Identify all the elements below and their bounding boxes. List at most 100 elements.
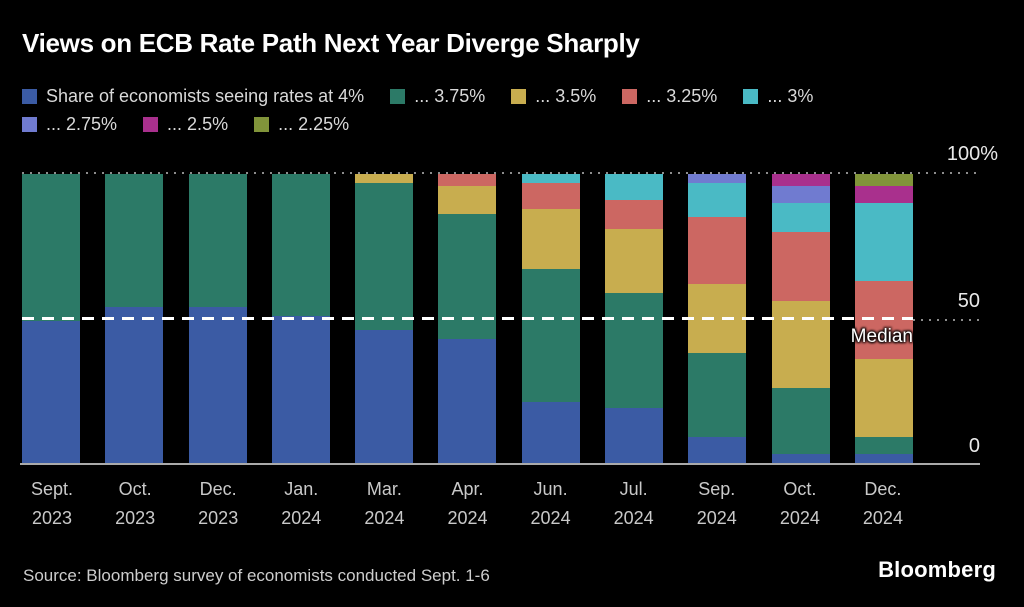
x-axis-label: Dec. 2023 xyxy=(188,475,248,533)
ytick-0: 0 xyxy=(968,435,980,457)
bar-segment xyxy=(854,437,913,455)
bar-segment xyxy=(271,174,330,316)
ytick-50: 50 xyxy=(957,290,980,312)
x-axis-line xyxy=(20,463,980,465)
bar-segment xyxy=(771,301,830,388)
legend-label-3-25pct: ... 3.25% xyxy=(646,86,718,106)
bar-segment xyxy=(521,208,580,270)
stacked-bar-jun-2024 xyxy=(521,174,580,463)
legend-item-3-25pct: ... 3.25% xyxy=(622,86,717,107)
stacked-bar-mar-2024 xyxy=(355,174,414,463)
legend-swatch-3-25pct xyxy=(622,89,638,104)
bar-segment xyxy=(771,202,830,232)
legend-label-3-75pct: ... 3.75% xyxy=(414,86,486,106)
x-axis-label-month: Oct. xyxy=(118,479,152,499)
bar-segment xyxy=(438,185,497,215)
legend-row-1: Share of economists seeing rates at 4% .… xyxy=(22,86,982,107)
x-axis-label-month: Jan. xyxy=(284,479,319,499)
x-axis-label-month: Jul. xyxy=(619,479,648,499)
bar-segment xyxy=(438,214,497,339)
x-axis-label-month: Mar. xyxy=(366,479,402,499)
x-axis-label: Apr. 2024 xyxy=(437,475,497,533)
bar-segment xyxy=(854,359,913,438)
legend-label-3pct: ... 3% xyxy=(767,86,814,106)
bar-segment xyxy=(771,454,830,463)
legend-item-2-25pct: ... 2.25% xyxy=(254,114,349,135)
bar-segment xyxy=(605,292,664,409)
legend-swatch-3-5pct xyxy=(511,89,527,104)
bar-segment xyxy=(271,315,330,463)
bar-segment xyxy=(688,182,747,218)
legend-label-2-25pct: ... 2.25% xyxy=(278,114,350,134)
bar-segment xyxy=(22,174,80,322)
legend-item-3-5pct: ... 3.5% xyxy=(511,86,596,107)
bar-segment xyxy=(688,217,747,284)
bar-segment xyxy=(22,321,80,463)
stacked-bar-jul-2024 xyxy=(605,174,664,463)
x-axis-label: Oct. 2024 xyxy=(770,475,830,533)
x-axis-label-month: Dec. xyxy=(199,479,237,499)
legend-swatch-3pct xyxy=(743,89,759,104)
x-axis-label-year: 2024 xyxy=(281,508,322,528)
legend-swatch-2-25pct xyxy=(254,117,270,132)
bar-segment xyxy=(521,182,580,209)
source-note: Source: Bloomberg survey of economists c… xyxy=(23,566,490,585)
ytick-100: 100% xyxy=(946,143,998,165)
bar-segment xyxy=(771,174,830,186)
stacked-bar-jan-2024 xyxy=(271,174,330,463)
stacked-bar-sep-2024 xyxy=(688,174,747,463)
x-axis-label: Sept. 2023 xyxy=(22,475,82,533)
bar-segment xyxy=(771,387,830,455)
x-axis-label: Mar. 2024 xyxy=(354,475,414,533)
x-axis-label: Jan. 2024 xyxy=(271,475,331,533)
median-line xyxy=(22,317,913,320)
x-axis-label-month: Apr. xyxy=(451,479,484,499)
median-label: Median xyxy=(850,326,913,347)
bar-segment xyxy=(188,306,247,463)
bar-segment xyxy=(355,174,414,183)
x-axis-label-year: 2024 xyxy=(530,508,571,528)
x-axis-label-month: Sep. xyxy=(698,479,736,499)
plot-area xyxy=(22,174,913,463)
x-axis-label: Oct. 2023 xyxy=(105,475,165,533)
bar-segment xyxy=(605,174,664,201)
legend-swatch-2-75pct xyxy=(22,117,37,132)
legend-item-2-5pct: ... 2.5% xyxy=(143,114,228,135)
bar-segment xyxy=(605,228,664,293)
x-axis-label-month: Dec. xyxy=(864,479,902,499)
stacked-bar-oct-2023 xyxy=(105,174,164,463)
bar-segment xyxy=(438,174,497,186)
bar-segment xyxy=(105,174,164,307)
x-axis-label-year: 2024 xyxy=(779,508,820,528)
bar-segment xyxy=(854,174,913,186)
x-axis-label: Dec. 2024 xyxy=(853,475,913,533)
x-axis-labels: Sept. 2023 Oct. 2023 Dec. 2023 Jan. 2024 Mar. 202… xyxy=(22,475,913,533)
x-axis-label-year: 2024 xyxy=(696,508,737,528)
x-axis-label: Jul. 2024 xyxy=(604,475,664,533)
bar-segment xyxy=(605,408,664,463)
bar-segment xyxy=(688,174,747,183)
bar-segment xyxy=(521,174,580,183)
gridline-100 xyxy=(22,172,980,174)
bar-segment xyxy=(688,437,747,463)
x-axis-label-year: 2023 xyxy=(198,508,239,528)
bar-segment xyxy=(688,353,747,437)
legend-swatch-2-5pct xyxy=(143,117,159,132)
legend-label-2-5pct: ... 2.5% xyxy=(167,114,229,134)
chart-title: Views on ECB Rate Path Next Year Diverge… xyxy=(22,28,640,58)
legend-row-2: ... 2.75% ... 2.5% ... 2.25% xyxy=(22,114,982,135)
x-axis-label-year: 2023 xyxy=(115,508,156,528)
x-axis-label-year: 2024 xyxy=(364,508,405,528)
stacked-bar-sept-2023 xyxy=(22,174,80,463)
x-axis-label: Sep. 2024 xyxy=(687,475,747,533)
x-axis-label-month: Oct. xyxy=(783,479,817,499)
stacked-bar-oct-2024 xyxy=(771,174,830,463)
bars-container xyxy=(22,174,913,463)
bloomberg-logo: Bloomberg xyxy=(878,557,996,582)
bar-segment xyxy=(854,454,913,463)
legend-item-3-75pct: ... 3.75% xyxy=(390,86,485,107)
bar-segment xyxy=(605,200,664,229)
bar-segment xyxy=(355,182,414,331)
legend-item-3pct: ... 3% xyxy=(743,86,813,107)
